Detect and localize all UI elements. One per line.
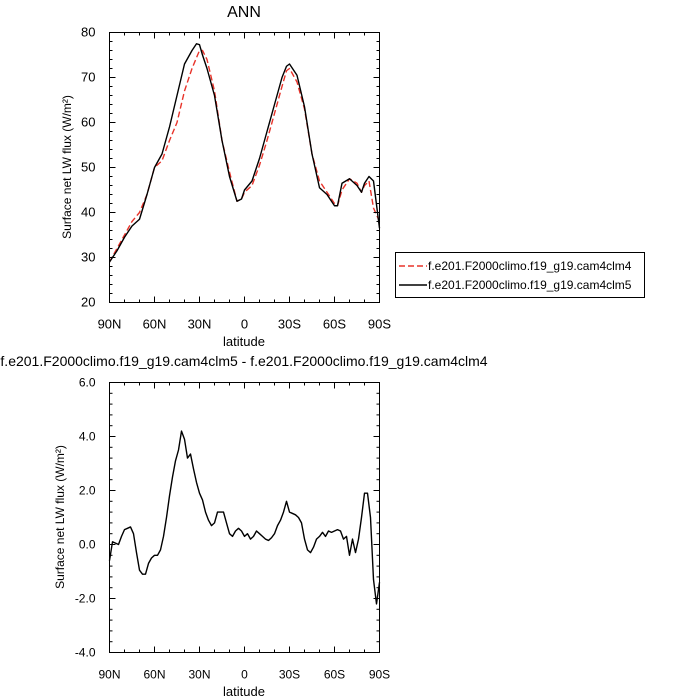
top-y-tick-label: 80	[81, 25, 95, 40]
bottom-chart-title: f.e201.F2000climo.f19_g19.cam4clm5 - f.e…	[0, 353, 487, 369]
top-plot-frame	[110, 33, 380, 303]
bottom-x-tick-label: 90S	[369, 668, 390, 682]
legend-label-clm4: f.e201.F2000climo.f19_g19.cam4clm4	[428, 259, 632, 273]
top-series-line-0	[110, 51, 380, 263]
legend-label-clm5: f.e201.F2000climo.f19_g19.cam4clm5	[428, 278, 632, 292]
bottom-series-line-0	[110, 431, 380, 604]
bottom-x-axis: 90N 60N 30N 0 30S 60S 90S	[98, 383, 390, 682]
bottom-x-tick-label: 30N	[188, 668, 210, 682]
top-series-line-1	[110, 44, 380, 262]
top-x-tick-label: 60N	[143, 317, 167, 332]
top-x-tick-label: 60S	[323, 317, 346, 332]
bottom-x-tick-label: 0	[241, 668, 248, 682]
top-panel: ANN 90N 60N 30N 0 30S 60S 90S 20 30 40 50 60 70 80 l…	[60, 4, 645, 349]
top-series-group	[110, 44, 380, 262]
bottom-y-axis-label: Surface net LW flux (W/m²)	[53, 445, 67, 589]
top-x-tick-label: 90N	[98, 317, 122, 332]
bottom-plot-frame	[110, 383, 380, 653]
bottom-panel: f.e201.F2000climo.f19_g19.cam4clm5 - f.e…	[0, 353, 487, 699]
top-y-tick-label: 50	[81, 160, 95, 175]
top-y-axis-label: Surface net LW flux (W/m²)	[60, 95, 74, 239]
top-y-tick-label: 20	[81, 295, 95, 310]
bottom-x-tick-label: 60N	[143, 668, 165, 682]
top-y-axis: 20 30 40 50 60 70 80	[81, 25, 379, 310]
bottom-y-tick-label: 4.0	[79, 430, 96, 444]
bottom-x-tick-label: 30S	[279, 668, 300, 682]
top-x-tick-label: 90S	[368, 317, 391, 332]
bottom-x-tick-label: 60S	[324, 668, 345, 682]
top-y-tick-label: 70	[81, 70, 95, 85]
bottom-x-axis-label: latitude	[223, 684, 265, 699]
top-x-axis: 90N 60N 30N 0 30S 60S 90S	[98, 33, 392, 332]
top-x-tick-label: 0	[241, 317, 248, 332]
bottom-series-group	[110, 431, 380, 604]
bottom-y-tick-label: -2.0	[75, 592, 96, 606]
bottom-y-tick-label: 6.0	[79, 376, 96, 390]
bottom-x-tick-label: 90N	[98, 668, 120, 682]
top-y-tick-label: 30	[81, 250, 95, 265]
legend: f.e201.F2000climo.f19_g19.cam4clm4 f.e20…	[396, 253, 645, 298]
bottom-y-tick-label: 2.0	[79, 484, 96, 498]
top-y-tick-label: 40	[81, 205, 95, 220]
bottom-y-tick-label: 0.0	[79, 538, 96, 552]
top-x-axis-label: latitude	[223, 334, 265, 349]
top-chart-title: ANN	[227, 4, 261, 21]
top-x-tick-label: 30N	[188, 317, 212, 332]
top-y-tick-label: 60	[81, 115, 95, 130]
top-x-tick-label: 30S	[278, 317, 301, 332]
bottom-y-axis: -4.0 -2.0 0.0 2.0 4.0 6.0	[75, 376, 380, 660]
bottom-y-tick-label: -4.0	[75, 646, 96, 660]
